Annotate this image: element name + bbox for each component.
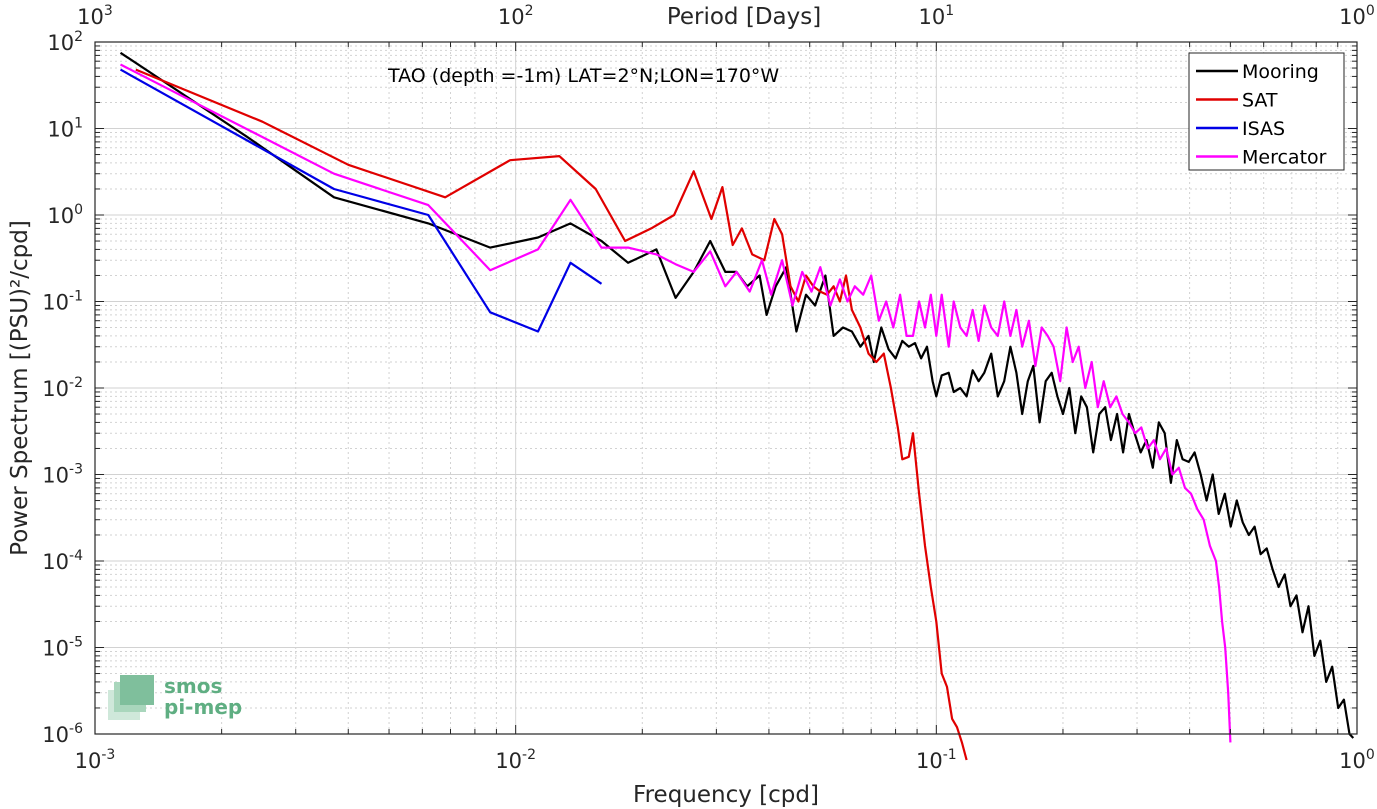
y-tick-label: 10-6 <box>42 721 83 747</box>
top-tick-label: 103 <box>77 3 113 29</box>
legend-entry-mercator: Mercator <box>1242 147 1327 169</box>
y-tick-label: 10-2 <box>42 375 83 401</box>
y-tick-label: 100 <box>47 202 83 228</box>
x-tick-label: 100 <box>1339 747 1375 773</box>
tick-marks <box>94 41 1358 735</box>
series-line-mercator <box>119 63 1232 743</box>
y-tick-labels: 102 101 100 10-1 10-2 10-3 10-4 10-5 10-6 <box>42 29 83 747</box>
legend-box <box>1188 52 1345 171</box>
series-line-sat <box>135 68 968 761</box>
y-tick-label: 10-1 <box>42 289 83 315</box>
y-axis-label: Power Spectrum [(PSU)²/cpd] <box>7 220 33 556</box>
grid <box>95 42 1357 734</box>
top-tick-label: 101 <box>919 3 955 29</box>
y-tick-label: 101 <box>47 116 83 142</box>
x-tick-label: 10-3 <box>75 747 116 773</box>
plot-annotation: TAO (depth =-1m) LAT=2°N;LON=170°W <box>387 65 779 87</box>
series-line-mooring <box>119 51 1355 739</box>
y-tick-label: 10-5 <box>42 635 83 661</box>
smos-pi-mep-logo: smos pi-mep <box>108 674 242 720</box>
top-tick-label: 102 <box>498 3 534 29</box>
x-tick-label: 10-1 <box>916 747 957 773</box>
x-tick-labels: 10-3 10-2 10-1 100 <box>75 747 1375 773</box>
watermark-line1: smos <box>164 674 222 698</box>
logo-icon <box>108 675 154 720</box>
top-tick-labels: 103 102 101 100 <box>77 3 1375 29</box>
top-tick-label: 100 <box>1339 3 1375 29</box>
y-tick-label: 102 <box>47 29 83 55</box>
watermark-line2: pi-mep <box>164 695 242 719</box>
series-line-isas <box>119 68 603 333</box>
legend-entry-sat: SAT <box>1242 90 1278 112</box>
x-axis-label: Frequency [cpd] <box>633 782 819 808</box>
y-tick-label: 10-3 <box>42 462 83 488</box>
legend-entry-mooring: Mooring <box>1242 61 1319 83</box>
top-axis-label: Period [Days] <box>667 4 821 30</box>
y-tick-label: 10-4 <box>42 548 83 574</box>
series-lines <box>119 51 1355 761</box>
legend-entry-isas: ISAS <box>1242 118 1285 140</box>
legend: Mooring SAT ISAS Mercator <box>1188 52 1345 171</box>
x-tick-label: 10-2 <box>495 747 536 773</box>
